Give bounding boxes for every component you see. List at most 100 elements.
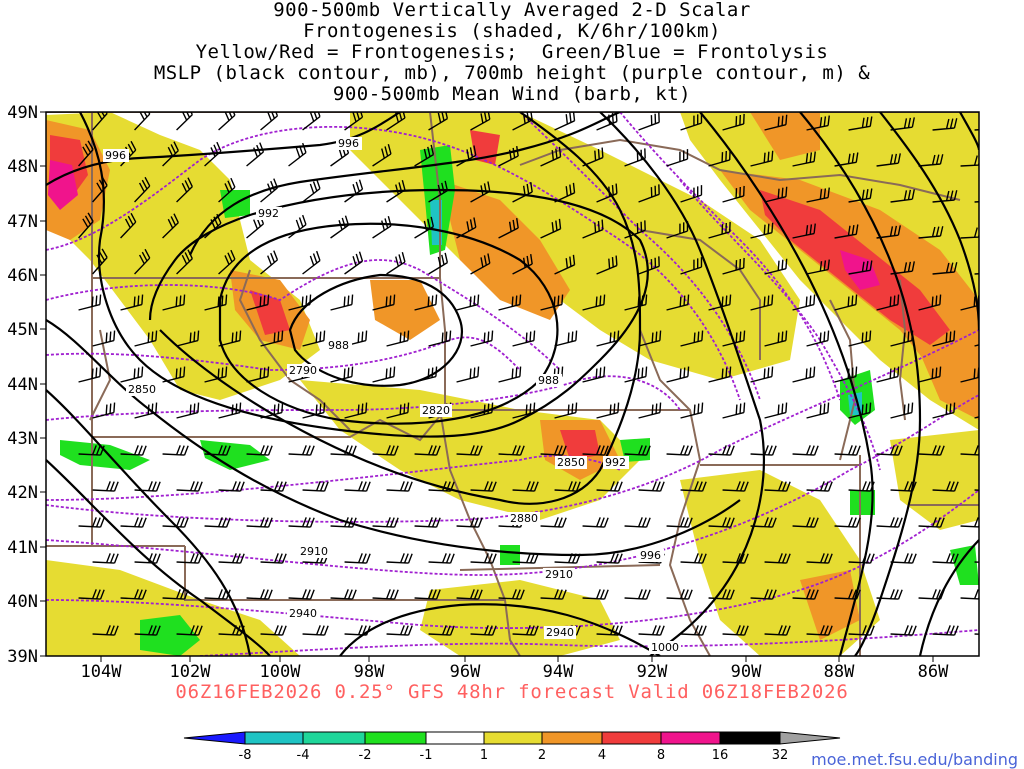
wind-barb — [792, 294, 816, 311]
mslp-label-bg-4 — [326, 339, 352, 352]
lon-label-86w: 86W — [918, 662, 949, 682]
wind-barb — [638, 481, 665, 492]
wind-barb — [218, 625, 245, 636]
wind-barb — [176, 112, 193, 131]
title-line-4: MSLP (black contour, mb), 700mb height (… — [153, 62, 871, 84]
lat-label-45n: 45N — [7, 320, 38, 340]
wind-barb — [876, 589, 903, 600]
wind-barb — [414, 216, 435, 239]
wind-barb — [372, 294, 396, 311]
mslp-contour-4 — [599, 112, 765, 656]
wind-barb — [120, 294, 144, 311]
wind-barb — [218, 249, 236, 275]
wind-barb — [918, 366, 942, 383]
wind-barb — [134, 402, 158, 419]
wind-barb — [890, 330, 914, 347]
wind-barb — [204, 517, 231, 528]
wind-barb — [764, 481, 791, 492]
wind-barb — [554, 330, 578, 347]
wind-barb — [890, 481, 917, 492]
height-label-8: 2940 — [289, 607, 317, 620]
wind-barb — [92, 553, 119, 564]
wind-barb — [540, 445, 567, 456]
wind-barb — [204, 445, 231, 456]
wind-barb — [596, 183, 618, 203]
wind-barb — [722, 481, 749, 492]
wind-barb — [554, 402, 578, 419]
wind-barb — [722, 185, 745, 203]
wind-barb — [918, 517, 945, 528]
wind-barb — [806, 187, 830, 203]
wind-barb — [246, 517, 273, 528]
mslp-contour-9 — [46, 389, 252, 656]
shade-orange-9 — [750, 112, 820, 160]
wind-barb — [260, 250, 279, 275]
wind-barb — [204, 213, 222, 239]
mslp-label-8: 1000 — [651, 641, 679, 654]
height-label-bg-2 — [287, 364, 319, 377]
wind-barb — [834, 589, 861, 600]
wind-barb — [330, 445, 357, 456]
wind-barb — [638, 184, 660, 203]
wind-barb — [92, 481, 119, 492]
wind-barb — [806, 402, 830, 419]
wind-barb — [162, 294, 186, 311]
wind-barb — [708, 517, 735, 528]
mslp-label-bg-3 — [256, 207, 282, 220]
wind-barb — [750, 517, 777, 528]
wind-barb — [932, 190, 958, 203]
wind-barb — [414, 589, 441, 600]
wind-barb — [260, 402, 284, 419]
wind-barb — [92, 176, 108, 203]
wind-barb — [960, 445, 979, 456]
wind-barb — [162, 213, 179, 239]
mslp-label-4: 988 — [328, 339, 349, 352]
credit-link[interactable]: moe.met.fsu.edu/banding — [811, 750, 1018, 769]
wind-barb — [834, 152, 859, 167]
lon-label-92w: 92W — [637, 662, 668, 682]
wind-barb — [260, 178, 279, 203]
colorbar-swatch-lt-8 — [183, 731, 246, 745]
wind-barb — [246, 589, 273, 600]
wind-barb — [386, 553, 413, 564]
wind-barb — [456, 517, 483, 528]
wind-barb — [792, 589, 819, 600]
wind-barb — [624, 148, 646, 167]
wind-barb — [330, 589, 357, 600]
wind-barb — [680, 185, 703, 203]
wind-barb — [624, 517, 651, 528]
wind-barb — [848, 330, 872, 347]
wind-barb — [764, 553, 791, 564]
wind-barb — [764, 402, 788, 419]
lon-label-104w: 104W — [81, 662, 123, 682]
wind-barb — [176, 625, 203, 636]
wind-barb — [750, 150, 774, 167]
height-contour-3 — [46, 336, 521, 371]
wind-barb — [330, 366, 354, 383]
title-line-1: 900-500mb Vertically Averaged 2-D Scalar — [273, 0, 751, 21]
wind-barb — [750, 366, 774, 383]
title-line-5: 900-500mb Mean Wind (barb, kt) — [332, 83, 692, 105]
wind-barb — [288, 445, 315, 456]
wind-barb — [554, 254, 576, 275]
wind-barb — [960, 295, 979, 311]
wind-barb — [120, 589, 147, 600]
wind-barb — [344, 251, 364, 275]
wind-barb — [92, 248, 108, 275]
wind-barb — [540, 146, 562, 167]
wind-barb — [876, 153, 901, 167]
wind-barb — [722, 625, 749, 636]
wind-barb — [708, 294, 732, 311]
wind-barb — [666, 149, 689, 167]
wind-barb — [386, 625, 413, 636]
wind-barb — [932, 402, 956, 419]
wind-barb — [456, 294, 480, 311]
wind-barb — [120, 445, 147, 456]
wind-barb — [512, 182, 533, 203]
wind-barb — [722, 553, 749, 564]
wind-barb — [456, 366, 480, 383]
wind-barb — [302, 178, 321, 203]
wind-barb — [344, 179, 364, 203]
wind-barb — [162, 141, 179, 167]
